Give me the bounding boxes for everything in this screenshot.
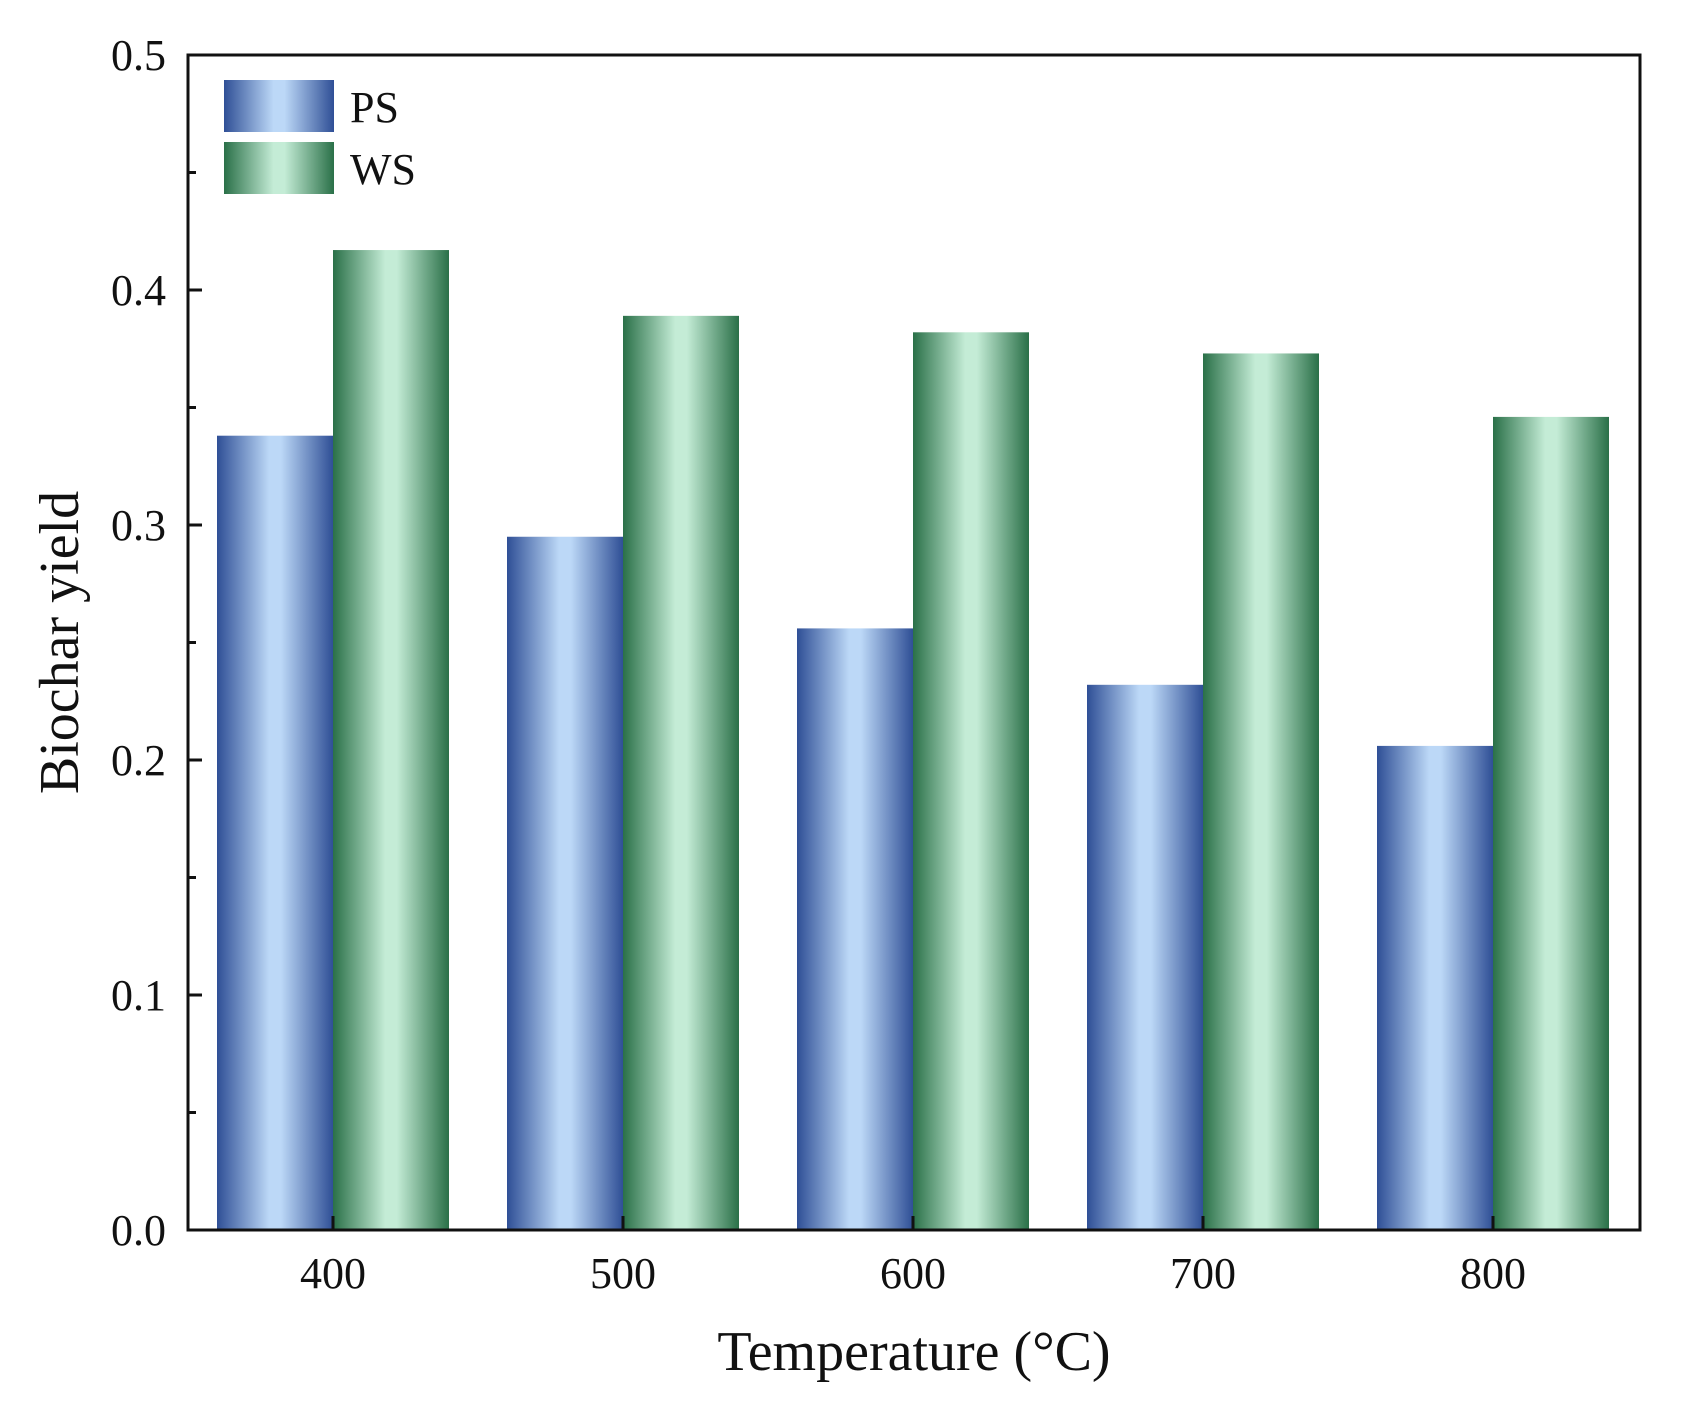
bar-ws-400 [333,250,449,1231]
x-tick-label: 600 [880,1249,946,1298]
y-axis-title: Biochar yield [29,491,91,794]
x-tick-label: 400 [300,1249,366,1298]
y-tick-label: 0.0 [111,1206,166,1255]
y-tick-label: 0.5 [111,31,166,80]
bar-ps-400 [217,435,333,1230]
y-tick-label: 0.2 [111,736,166,785]
bar-ws-700 [1203,353,1319,1230]
tick-labels: 0.0 0.1 0.2 0.3 0.4 0.5 400 500 600 700 800 [111,31,1526,1298]
x-tick-label: 700 [1170,1249,1236,1298]
legend-label-ws: WS [350,145,416,194]
x-tick-label: 500 [590,1249,656,1298]
legend-swatch-ws [224,142,334,194]
legend: PS WS [224,80,416,194]
x-tick-label: 800 [1460,1249,1526,1298]
bar-ps-700 [1087,684,1203,1230]
y-tick-label: 0.4 [111,266,166,315]
x-axis-title: Temperature (°C) [717,1321,1110,1383]
bar-ps-800 [1377,745,1493,1230]
bar-ps-500 [507,536,623,1230]
bar-ps-600 [797,628,913,1230]
y-tick-label: 0.3 [111,501,166,550]
bar-ws-500 [623,315,739,1231]
bar-ws-600 [913,332,1029,1230]
bar-ws-800 [1493,416,1609,1230]
axis-ticks [188,53,1495,1232]
y-tick-label: 0.1 [111,971,166,1020]
legend-label-ps: PS [350,83,399,132]
bars-layer [217,250,1609,1231]
legend-swatch-ps [224,80,334,132]
